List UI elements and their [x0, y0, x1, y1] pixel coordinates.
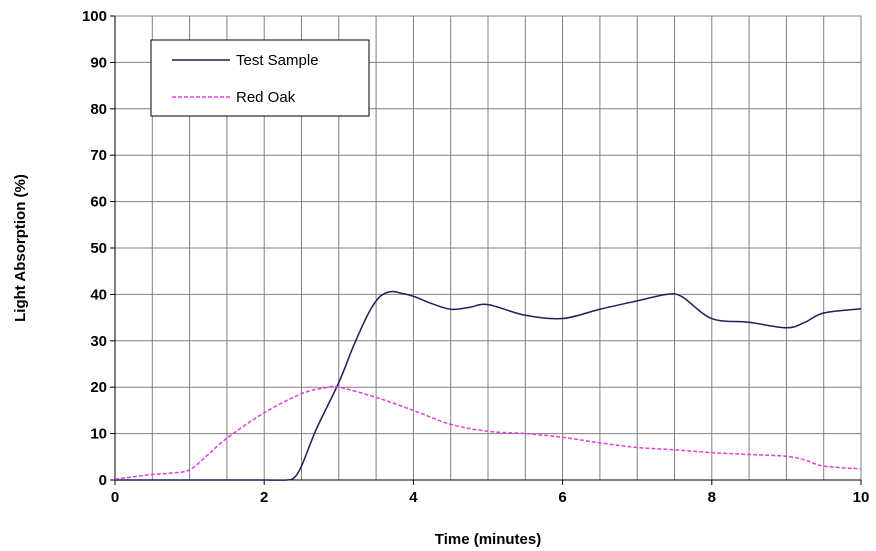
y-tick-label: 30	[90, 333, 107, 350]
x-tick-label: 6	[558, 489, 566, 506]
y-tick-label: 10	[90, 426, 107, 443]
legend-label-test-sample: Test Sample	[236, 52, 319, 69]
x-tick-label: 10	[853, 489, 870, 506]
y-tick-label: 90	[90, 54, 107, 71]
legend-label-red-oak: Red Oak	[236, 89, 296, 106]
x-tick-label: 2	[260, 489, 268, 506]
y-tick-label: 70	[90, 147, 107, 164]
legend: Test Sample Red Oak	[150, 39, 370, 117]
series-line-test-sample	[115, 290, 862, 481]
y-tick-label: 20	[90, 379, 107, 396]
legend-box	[150, 39, 370, 117]
y-tick-label: 0	[99, 472, 107, 489]
x-tick-label: 0	[111, 489, 119, 506]
series-layer	[114, 290, 862, 481]
x-tick-label: 4	[409, 489, 418, 506]
y-tick-label: 100	[82, 8, 107, 25]
y-tick-label: 80	[90, 101, 107, 118]
y-tick-label: 50	[90, 240, 107, 257]
y-tick-labels: 0 10 20 30 40 50 60 70 80 90 100	[82, 8, 107, 489]
x-tick-labels: 0 2 4 6 8 10	[111, 489, 870, 506]
y-tick-label: 40	[90, 286, 107, 303]
y-axis-title: Light Absorption (%)	[12, 174, 29, 322]
x-tick-label: 8	[708, 489, 716, 506]
y-tick-label: 60	[90, 194, 107, 211]
x-axis-title: Time (minutes)	[435, 531, 541, 548]
